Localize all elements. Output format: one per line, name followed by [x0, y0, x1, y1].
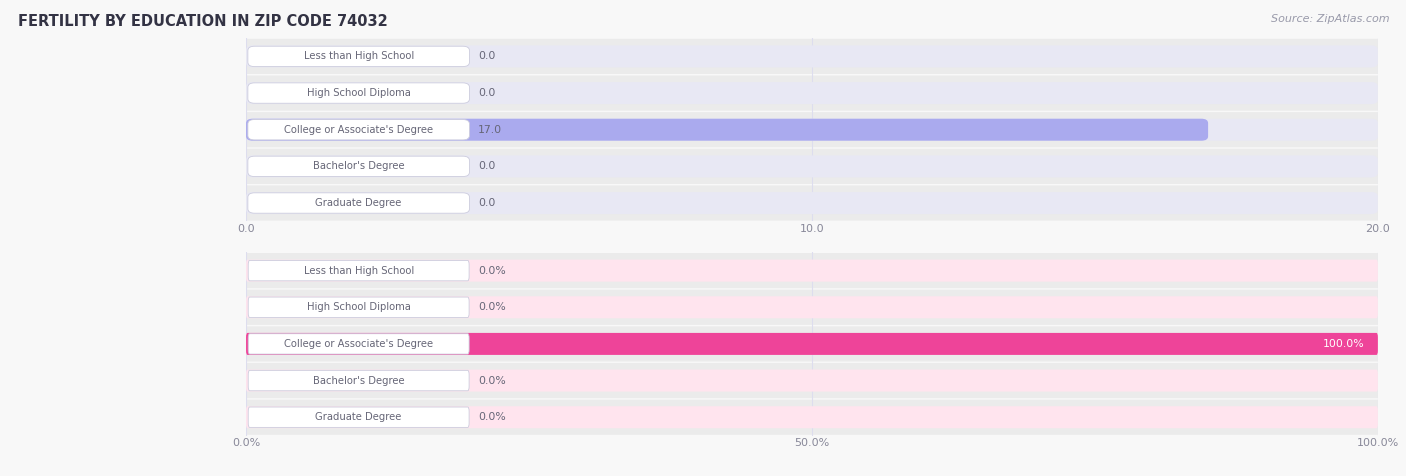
Text: FERTILITY BY EDUCATION IN ZIP CODE 74032: FERTILITY BY EDUCATION IN ZIP CODE 74032	[18, 14, 388, 30]
Text: 0.0%: 0.0%	[478, 412, 506, 422]
FancyBboxPatch shape	[249, 370, 470, 391]
FancyBboxPatch shape	[246, 155, 1378, 178]
Text: College or Associate's Degree: College or Associate's Degree	[284, 125, 433, 135]
FancyBboxPatch shape	[246, 192, 1378, 214]
FancyBboxPatch shape	[245, 290, 1379, 325]
Text: 0.0: 0.0	[478, 161, 495, 171]
FancyBboxPatch shape	[245, 253, 1379, 288]
FancyBboxPatch shape	[246, 45, 1378, 68]
FancyBboxPatch shape	[249, 297, 470, 317]
FancyBboxPatch shape	[246, 82, 1378, 104]
FancyBboxPatch shape	[246, 296, 1378, 318]
Text: Graduate Degree: Graduate Degree	[315, 198, 402, 208]
FancyBboxPatch shape	[245, 112, 1379, 147]
Text: 0.0%: 0.0%	[478, 302, 506, 312]
FancyBboxPatch shape	[247, 119, 470, 140]
Text: 17.0: 17.0	[478, 125, 502, 135]
FancyBboxPatch shape	[245, 400, 1379, 435]
Text: Source: ZipAtlas.com: Source: ZipAtlas.com	[1271, 14, 1389, 24]
Text: 100.0%: 100.0%	[1323, 339, 1364, 349]
FancyBboxPatch shape	[246, 333, 1378, 355]
Text: Less than High School: Less than High School	[304, 51, 413, 61]
FancyBboxPatch shape	[246, 406, 1378, 428]
FancyBboxPatch shape	[245, 39, 1379, 74]
FancyBboxPatch shape	[245, 327, 1379, 361]
FancyBboxPatch shape	[246, 369, 1378, 392]
FancyBboxPatch shape	[249, 260, 470, 281]
FancyBboxPatch shape	[249, 407, 470, 427]
Text: 0.0%: 0.0%	[478, 266, 506, 276]
FancyBboxPatch shape	[245, 149, 1379, 184]
Text: Bachelor's Degree: Bachelor's Degree	[314, 376, 405, 386]
Text: Less than High School: Less than High School	[304, 266, 413, 276]
Text: Graduate Degree: Graduate Degree	[315, 412, 402, 422]
Text: College or Associate's Degree: College or Associate's Degree	[284, 339, 433, 349]
FancyBboxPatch shape	[245, 363, 1379, 398]
FancyBboxPatch shape	[249, 334, 470, 354]
Text: 0.0: 0.0	[478, 51, 495, 61]
FancyBboxPatch shape	[247, 83, 470, 103]
Text: 0.0: 0.0	[478, 88, 495, 98]
Text: 0.0: 0.0	[478, 198, 495, 208]
Text: 0.0%: 0.0%	[478, 376, 506, 386]
FancyBboxPatch shape	[246, 119, 1208, 141]
FancyBboxPatch shape	[246, 259, 1378, 282]
Text: Bachelor's Degree: Bachelor's Degree	[314, 161, 405, 171]
Text: High School Diploma: High School Diploma	[307, 88, 411, 98]
Text: High School Diploma: High School Diploma	[307, 302, 411, 312]
FancyBboxPatch shape	[246, 333, 1378, 355]
FancyBboxPatch shape	[247, 156, 470, 177]
FancyBboxPatch shape	[247, 46, 470, 67]
FancyBboxPatch shape	[245, 76, 1379, 110]
FancyBboxPatch shape	[247, 193, 470, 213]
FancyBboxPatch shape	[245, 186, 1379, 220]
FancyBboxPatch shape	[246, 119, 1378, 141]
